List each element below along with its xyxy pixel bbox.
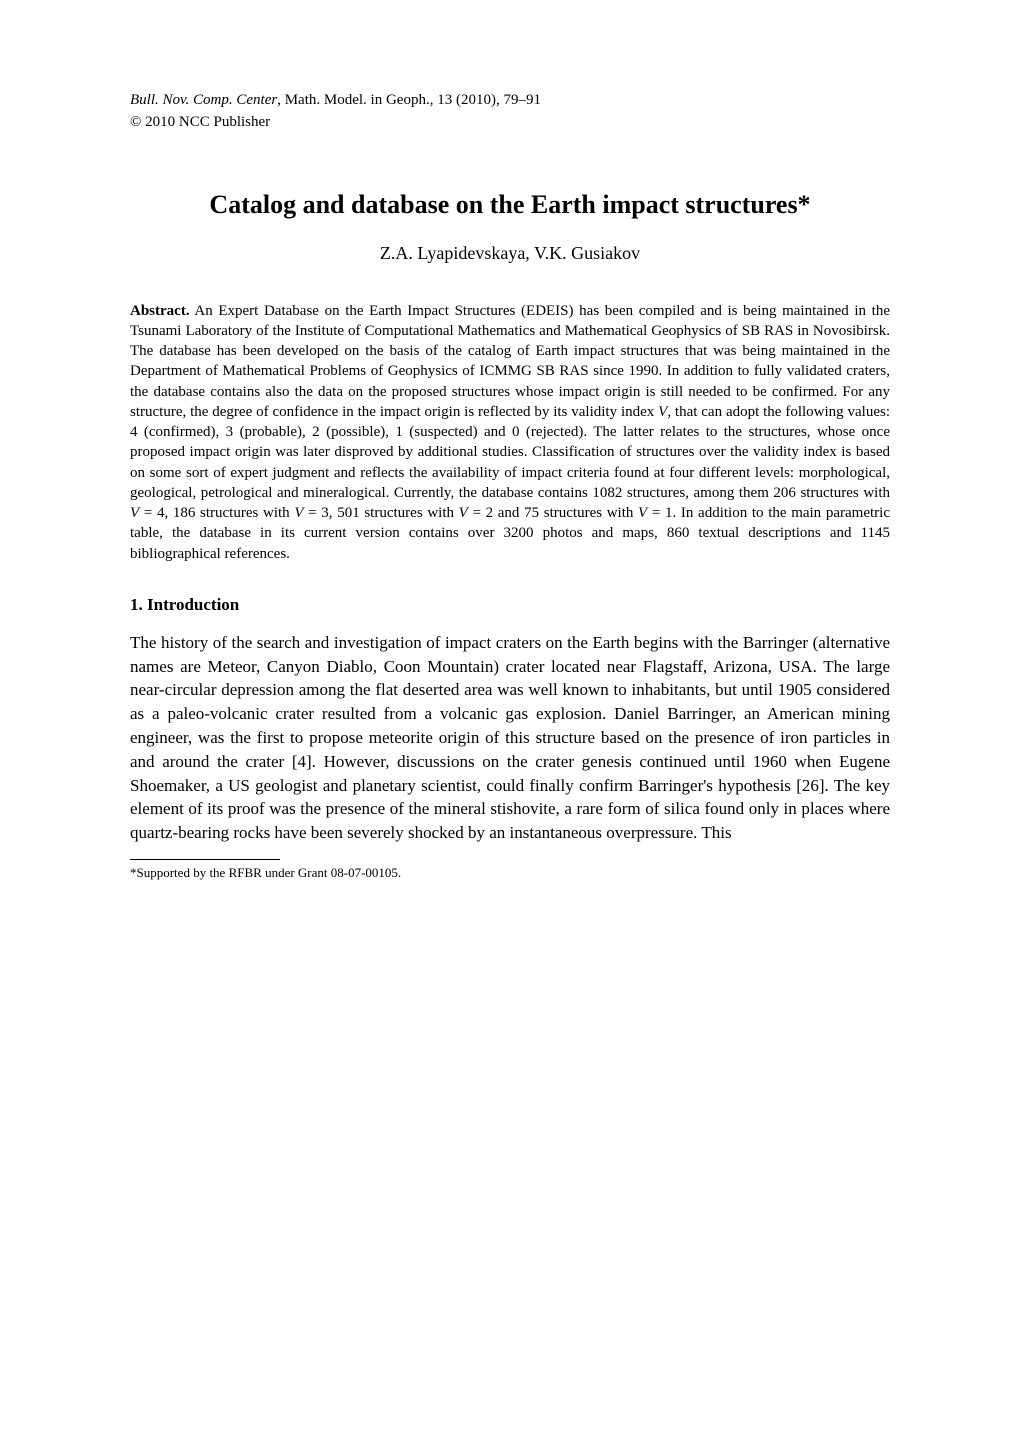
abstract-var-2: V (130, 505, 139, 521)
abstract-text-5: = 2 and 75 structures with (468, 505, 638, 521)
abstract-var-1: V (658, 404, 667, 420)
abstract-label: Abstract. (130, 303, 190, 319)
journal-pages: 79–91 (503, 92, 541, 108)
abstract-var-3: V (294, 505, 303, 521)
authors: Z.A. Lyapidevskaya, V.K. Gusiakov (130, 241, 890, 265)
paper-title: Catalog and database on the Earth impact… (130, 188, 890, 222)
journal-separator: , (277, 92, 285, 108)
copyright-line: © 2010 NCC Publisher (130, 112, 890, 132)
abstract-text-3: = 4, 186 structures with (139, 505, 294, 521)
journal-citation: Bull. Nov. Comp. Center, Math. Model. in… (130, 90, 890, 110)
journal-name: Bull. Nov. Comp. Center (130, 92, 277, 108)
abstract: Abstract. An Expert Database on the Eart… (130, 301, 890, 564)
abstract-var-5: V (638, 505, 647, 521)
footnote-rule (130, 859, 280, 860)
abstract-var-4: V (459, 505, 468, 521)
abstract-text-1: An Expert Database on the Earth Impact S… (130, 303, 890, 420)
section-1-heading: 1. Introduction (130, 594, 890, 617)
journal-issue: 13 (2010) (437, 92, 496, 108)
journal-series: Math. Model. in Geoph. (285, 92, 430, 108)
section-1-body: The history of the search and investigat… (130, 631, 890, 845)
footnote: *Supported by the RFBR under Grant 08-07… (130, 864, 890, 882)
abstract-text-4: = 3, 501 structures with (304, 505, 459, 521)
